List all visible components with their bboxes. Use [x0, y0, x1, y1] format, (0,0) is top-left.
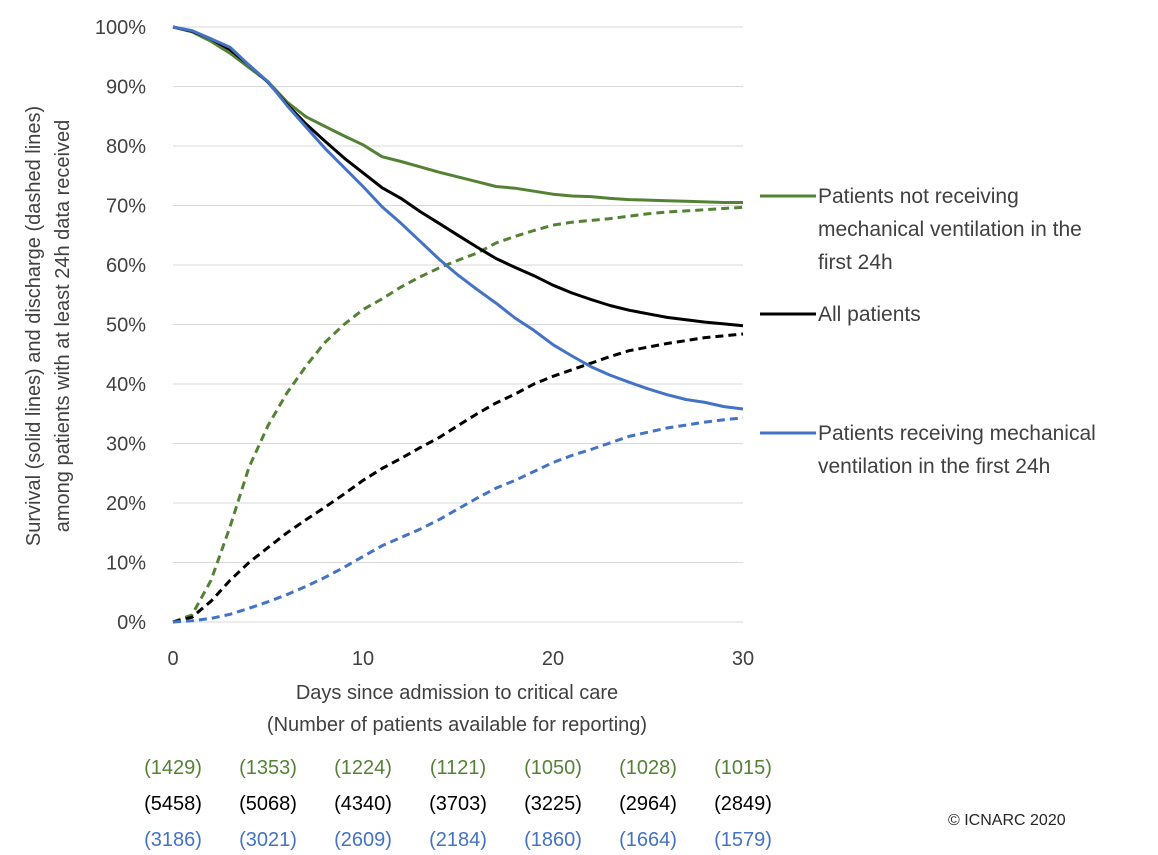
series-lines [172, 25, 744, 624]
patient-count: (1353) [239, 757, 297, 779]
discharge-line-series-1 [172, 205, 744, 624]
legend-label: Patients not receiving [818, 185, 1019, 208]
discharge-line-series-2 [172, 332, 744, 624]
legend-label: first 24h [818, 251, 893, 274]
y-tick-label: 20% [106, 493, 146, 515]
patient-count: (1224) [334, 757, 392, 779]
patient-counts: (1429) (1353) (1224) (1121) (1050) (1028) (101… [144, 757, 772, 851]
y-tick-label: 10% [106, 553, 146, 575]
y-tick-label: 50% [106, 315, 146, 337]
patient-count: (1028) [619, 757, 677, 779]
patient-count: (2849) [714, 793, 772, 815]
x-axis-title: Days since admission to critical care [296, 682, 618, 704]
y-tick-label: 90% [106, 77, 146, 99]
y-tick-labels: 0% 10% 20% 30% 40% 50% 60% 70% 80% 90% 100% [95, 17, 146, 634]
patient-count: (1429) [144, 757, 202, 779]
legend-label: ventilation in the first 24h [818, 455, 1050, 478]
patient-count: (3186) [144, 829, 202, 851]
patient-count: (1121) [430, 757, 486, 779]
x-tick-label: 20 [542, 648, 564, 670]
legend-label: mechanical ventilation in the [818, 218, 1082, 241]
y-tick-label: 100% [95, 17, 146, 39]
x-tick-label: 30 [732, 648, 754, 670]
discharge-line-series-3 [172, 416, 744, 624]
survival-line-series-3 [172, 25, 744, 411]
copyright-notice: © ICNARC 2020 [948, 812, 1066, 829]
patient-count: (1579) [714, 829, 772, 851]
legend-label: All patients [818, 303, 921, 326]
patient-count: (2184) [429, 829, 487, 851]
x-axis-subtitle: (Number of patients available for report… [267, 714, 647, 736]
patient-count: (3703) [429, 793, 487, 815]
patient-count: (3021) [239, 829, 297, 851]
patient-count: (5458) [144, 793, 202, 815]
legend-label: Patients receiving mechanical [818, 422, 1096, 445]
x-tick-labels: 0 10 20 30 [167, 648, 754, 670]
patient-count: (4340) [334, 793, 392, 815]
x-tick-label: 0 [167, 648, 178, 670]
y-axis-title-line1: Survival (solid lines) and discharge (da… [23, 106, 45, 546]
y-tick-label: 70% [106, 196, 146, 218]
y-axis-title-line2: among patients with at least 24h data re… [52, 120, 74, 532]
patient-count: (1015) [714, 757, 772, 779]
y-tick-label: 80% [106, 136, 146, 158]
y-tick-label: 0% [117, 612, 146, 634]
y-tick-label: 30% [106, 434, 146, 456]
patient-count: (3225) [524, 793, 582, 815]
legend: Patients not receiving mechanical ventila… [760, 185, 1096, 478]
patient-count: (1860) [524, 829, 582, 851]
x-tick-label: 10 [352, 648, 374, 670]
patient-count: (1664) [619, 829, 677, 851]
y-tick-label: 40% [106, 374, 146, 396]
survival-line-series-1 [172, 25, 743, 204]
gridlines [173, 26, 743, 623]
patient-count: (2964) [619, 793, 677, 815]
y-tick-label: 60% [106, 255, 146, 277]
patient-count: (2609) [334, 829, 392, 851]
patient-count: (1050) [524, 757, 582, 779]
patient-count: (5068) [239, 793, 297, 815]
